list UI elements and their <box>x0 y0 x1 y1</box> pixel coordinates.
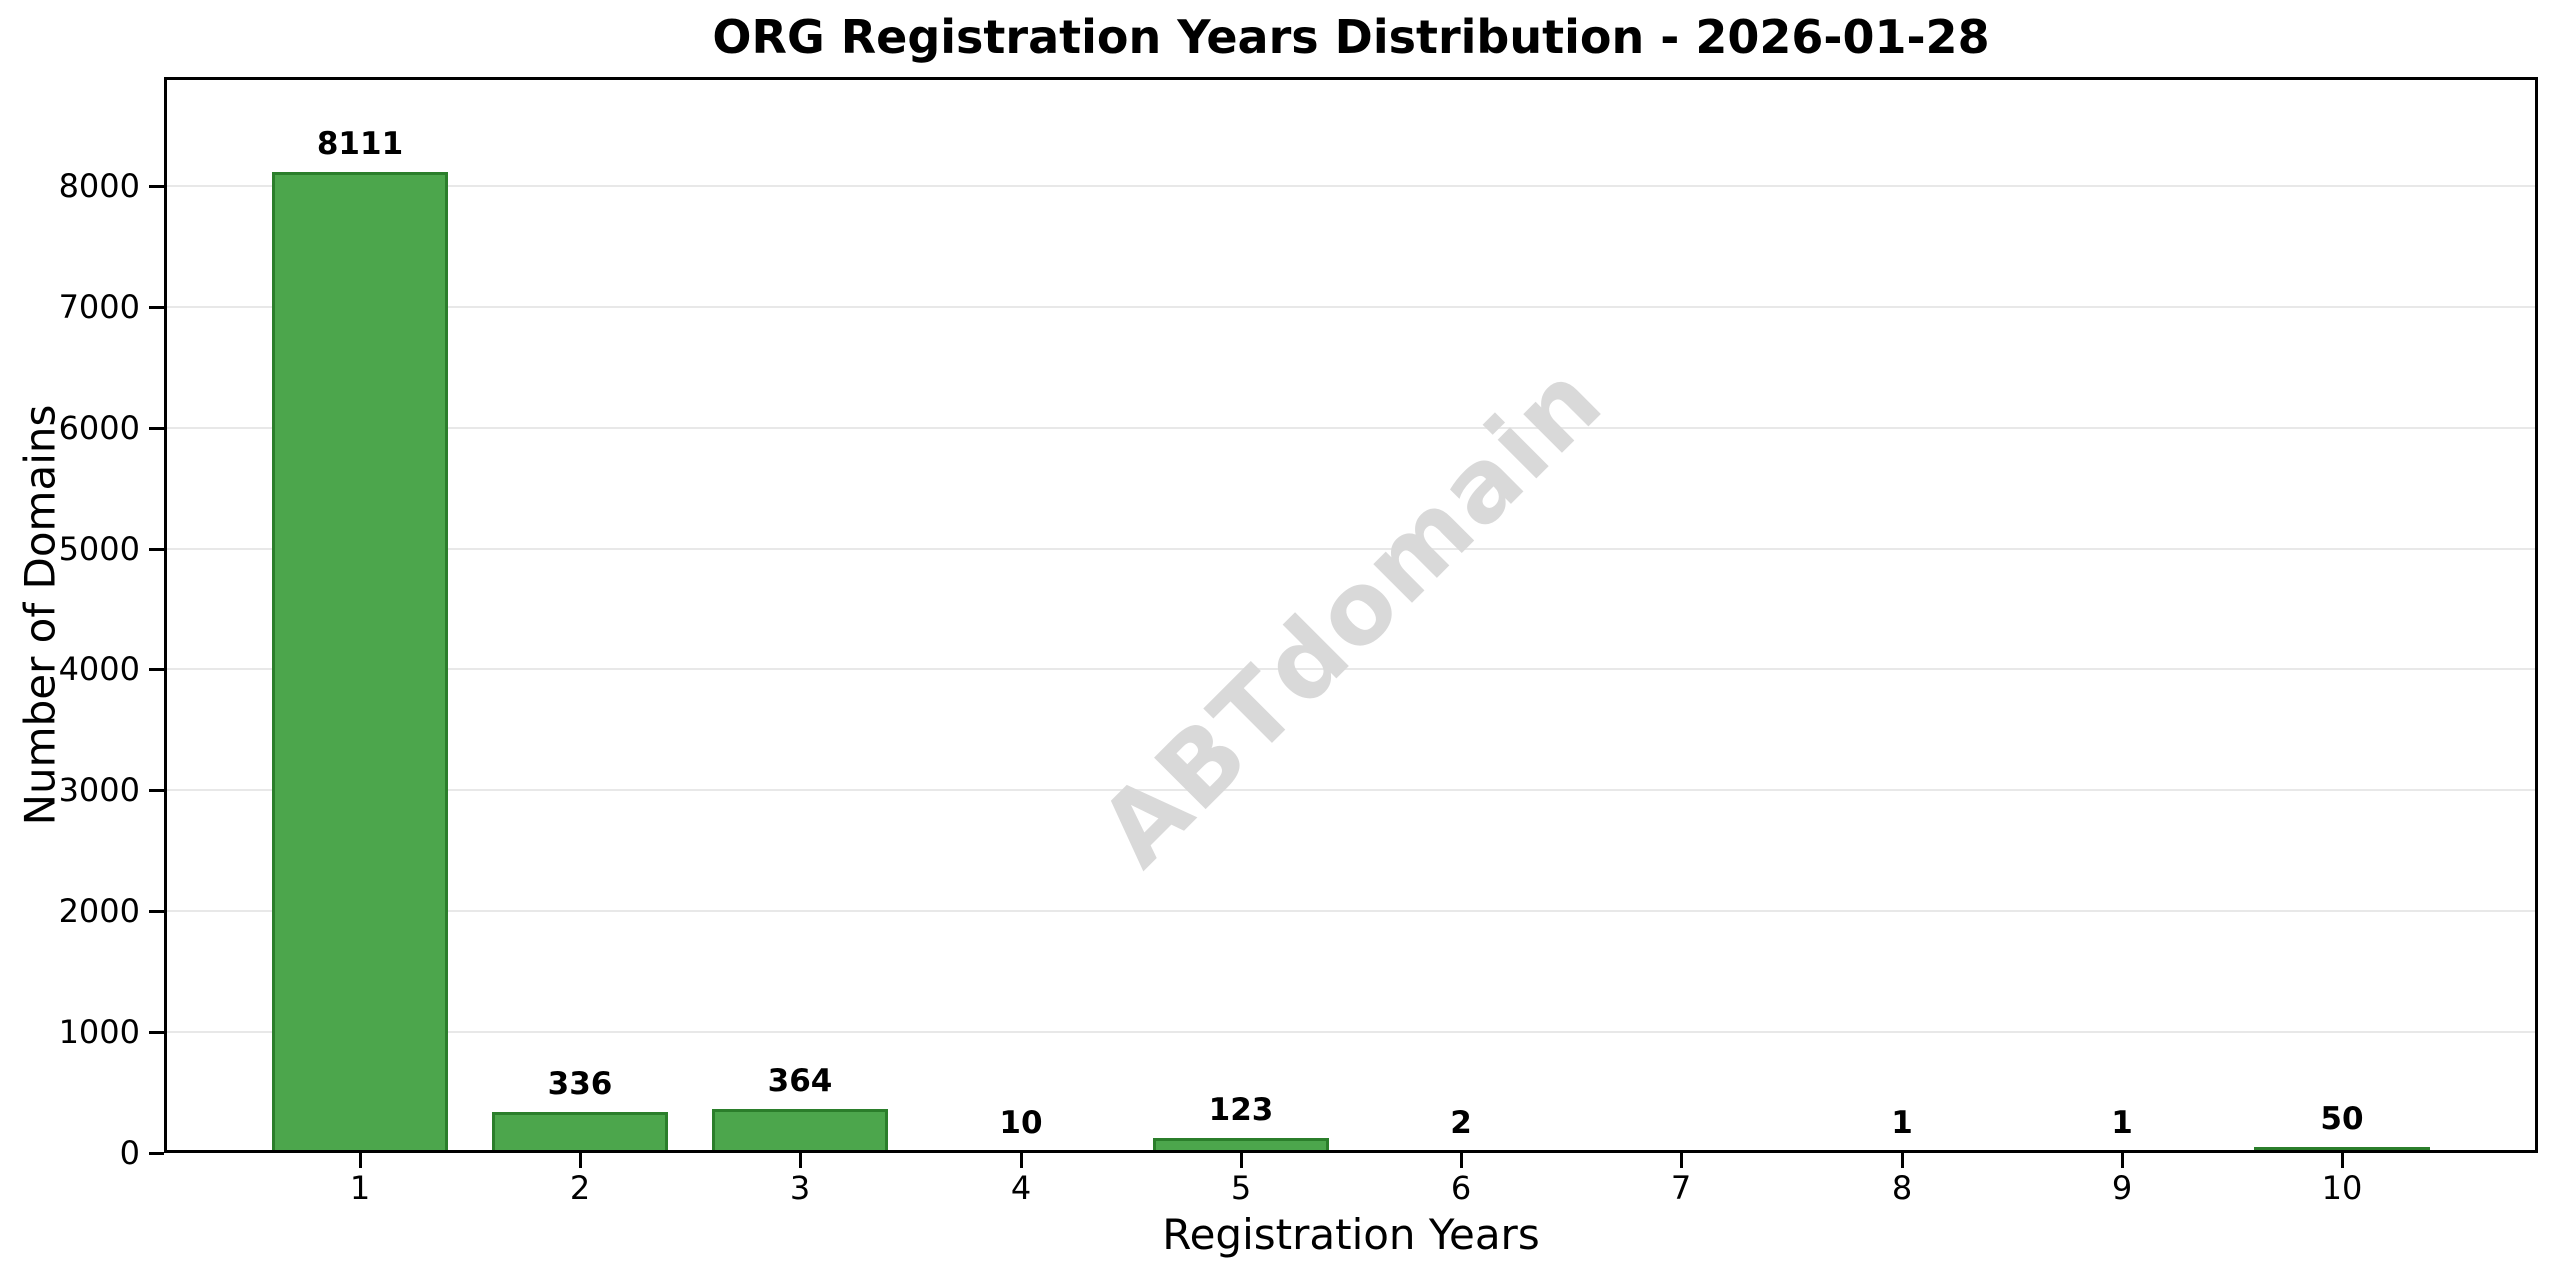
y-tick-label: 5000 <box>58 530 140 568</box>
y-tick-label: 6000 <box>58 409 140 447</box>
y-tick-mark <box>149 789 164 792</box>
bar-value-label: 1 <box>1891 1105 1913 1141</box>
x-tick-mark <box>1240 1153 1243 1168</box>
gridline <box>164 910 2538 912</box>
chart-title: ORG Registration Years Distribution - 20… <box>712 10 1990 64</box>
x-tick-mark <box>2121 1153 2124 1168</box>
x-tick-label: 6 <box>1450 1169 1472 1207</box>
x-tick-mark <box>359 1153 362 1168</box>
x-tick-mark <box>1460 1153 1463 1168</box>
y-tick-label: 7000 <box>58 288 140 326</box>
y-tick-label: 1000 <box>58 1013 140 1051</box>
y-tick-mark <box>149 1152 164 1155</box>
x-tick-mark <box>1680 1153 1683 1168</box>
y-axis-label-text: Number of Domains <box>15 404 65 826</box>
y-tick-mark <box>149 306 164 309</box>
bar-value-label: 50 <box>2320 1101 2364 1137</box>
y-tick-label: 0 <box>119 1134 140 1172</box>
bar-value-label: 364 <box>767 1063 833 1099</box>
bar-value-label: 2 <box>1450 1105 1472 1141</box>
x-tick-mark <box>799 1153 802 1168</box>
bar-value-label: 10 <box>999 1105 1043 1141</box>
x-axis-label: Registration Years <box>1162 1210 1540 1259</box>
x-tick-label: 9 <box>2111 1169 2133 1207</box>
x-tick-mark <box>579 1153 582 1168</box>
y-tick-mark <box>149 668 164 671</box>
y-tick-mark <box>149 185 164 188</box>
bar-value-label: 8111 <box>316 126 404 162</box>
bar-value-label: 336 <box>547 1066 613 1102</box>
gridline <box>164 185 2538 187</box>
y-tick-mark <box>149 910 164 913</box>
y-tick-mark <box>149 427 164 430</box>
gridline <box>164 306 2538 308</box>
y-tick-mark <box>149 1031 164 1034</box>
x-tick-label: 4 <box>1010 1169 1032 1207</box>
bar <box>492 1112 668 1153</box>
x-tick-label: 2 <box>569 1169 591 1207</box>
gridline <box>164 668 2538 670</box>
bar-value-label: 123 <box>1208 1092 1274 1128</box>
x-tick-label: 5 <box>1230 1169 1252 1207</box>
bar <box>1153 1138 1329 1153</box>
y-tick-label: 4000 <box>58 650 140 688</box>
x-tick-mark <box>1020 1153 1023 1168</box>
y-tick-label: 2000 <box>58 892 140 930</box>
y-tick-label: 3000 <box>58 771 140 809</box>
x-tick-label: 7 <box>1670 1169 1692 1207</box>
gridline <box>164 1031 2538 1033</box>
bar <box>272 172 448 1153</box>
x-tick-label: 8 <box>1891 1169 1913 1207</box>
plot-area: ABTdomain 8111 336 364 10 123 2 1 1 50 <box>164 77 2538 1153</box>
watermark: ABTdomain <box>1077 341 1625 889</box>
y-tick-label: 8000 <box>58 167 140 205</box>
x-tick-label: 1 <box>349 1169 371 1207</box>
bar-value-label: 1 <box>2111 1105 2133 1141</box>
x-tick-mark <box>1901 1153 1904 1168</box>
x-tick-label: 3 <box>789 1169 811 1207</box>
y-tick-mark <box>149 548 164 551</box>
bar <box>712 1109 888 1153</box>
x-tick-mark <box>2341 1153 2344 1168</box>
gridline <box>164 427 2538 429</box>
x-tick-label: 10 <box>2321 1169 2363 1207</box>
gridline <box>164 789 2538 791</box>
gridline <box>164 548 2538 550</box>
